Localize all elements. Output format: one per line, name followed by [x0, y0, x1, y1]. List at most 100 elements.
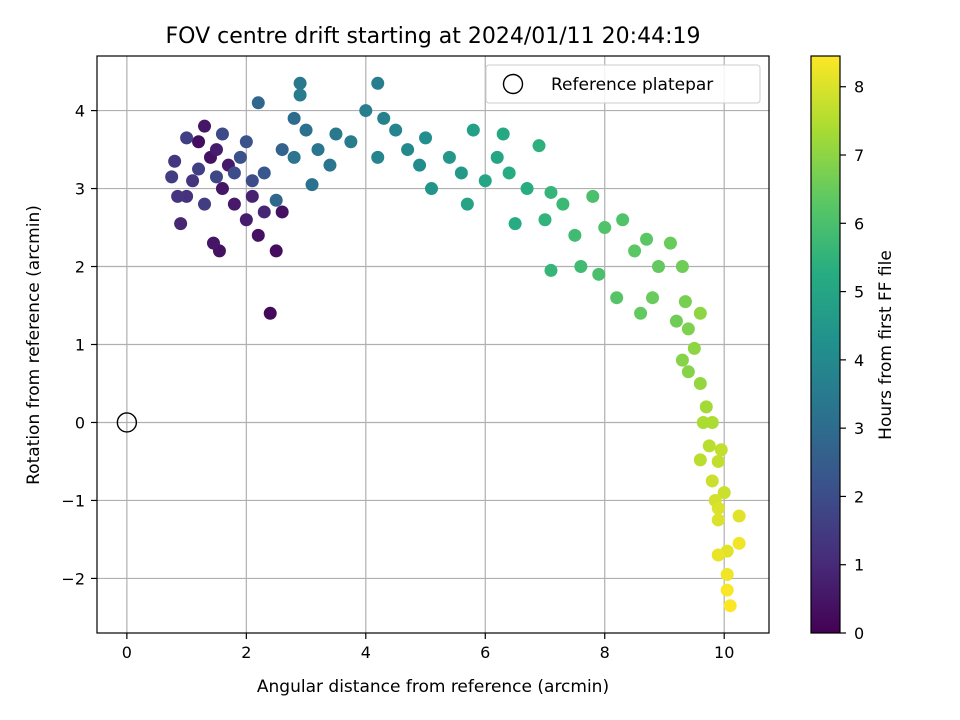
y-tick-label: 1: [75, 336, 85, 355]
x-axis-label: Angular distance from reference (arcmin): [257, 677, 609, 697]
y-tick-label: −2: [61, 569, 85, 588]
data-point: [269, 244, 283, 258]
data-point: [215, 127, 229, 141]
data-point: [711, 548, 725, 562]
data-point: [544, 263, 558, 277]
data-point: [669, 314, 683, 328]
data-point: [239, 213, 253, 227]
data-point: [538, 213, 552, 227]
colorbar-tick-label: 7: [854, 146, 864, 165]
colorbar-tick-label: 6: [854, 214, 864, 233]
data-point: [720, 583, 734, 597]
data-point: [460, 197, 474, 211]
data-point: [678, 295, 692, 309]
data-point: [502, 166, 516, 180]
data-point: [693, 306, 707, 320]
data-point: [634, 306, 648, 320]
colorbar-tick-label: 8: [854, 78, 864, 97]
data-point: [287, 150, 301, 164]
data-point: [180, 131, 194, 145]
legend-box: [485, 64, 761, 104]
data-point: [209, 143, 223, 157]
data-point: [711, 454, 725, 468]
data-point: [227, 166, 241, 180]
data-point: [389, 123, 403, 137]
colorbar-tick-label: 0: [854, 624, 864, 643]
data-point: [711, 501, 725, 515]
data-point: [681, 322, 695, 336]
data-point: [640, 232, 654, 246]
data-point: [693, 376, 707, 390]
data-point: [425, 182, 439, 196]
colorbar-gradient: [810, 55, 841, 634]
data-point: [714, 443, 728, 457]
legend-marker: [502, 73, 524, 95]
data-point: [239, 135, 253, 149]
data-point: [257, 166, 271, 180]
data-point: [720, 568, 734, 582]
data-point: [681, 365, 695, 379]
data-point: [344, 135, 358, 149]
colorbar-tick-label: 5: [854, 283, 864, 302]
data-point: [257, 205, 271, 219]
colorbar-label: Hours from first FF file: [876, 250, 896, 440]
data-point: [377, 111, 391, 125]
data-point: [293, 76, 307, 90]
data-point: [478, 174, 492, 188]
data-point: [311, 143, 325, 157]
data-point: [371, 76, 385, 90]
data-point: [287, 111, 301, 125]
data-point: [269, 193, 283, 207]
colorbar-tick-label: 3: [854, 419, 864, 438]
colorbar-ticks: 0 1 2 3 4 5 6 7 8: [840, 78, 864, 643]
data-point: [490, 150, 504, 164]
data-point: [687, 341, 701, 355]
data-point: [323, 158, 337, 172]
data-point: [305, 178, 319, 192]
data-point: [275, 143, 289, 157]
data-point: [586, 189, 600, 203]
x-tick-label: 8: [600, 643, 610, 662]
data-point: [574, 260, 588, 274]
data-point: [651, 260, 665, 274]
axis-ticks: 0 2 4 6 8 10 −2 −1 0 1 2 3 4: [61, 102, 734, 662]
data-points: [165, 76, 746, 613]
data-point: [359, 104, 373, 118]
data-point: [171, 189, 185, 203]
data-point: [186, 174, 200, 188]
data-point: [466, 123, 480, 137]
data-point: [544, 185, 558, 199]
data-point: [723, 599, 737, 613]
data-point: [693, 453, 707, 467]
data-point: [168, 154, 182, 168]
data-point: [628, 244, 642, 258]
data-point: [245, 174, 259, 188]
reference-marker: [116, 412, 138, 433]
data-point: [275, 205, 289, 219]
colorbar-tick-label: 1: [854, 556, 864, 575]
data-point: [209, 170, 223, 184]
data-point: [717, 486, 731, 500]
data-point: [556, 197, 570, 211]
data-point: [198, 119, 212, 133]
y-tick-label: −1: [61, 491, 85, 510]
data-point: [401, 143, 415, 157]
data-point: [702, 439, 716, 453]
y-axis-label: Rotation from reference (arcmin): [24, 205, 44, 485]
legend: Reference platepar: [485, 64, 761, 104]
data-point: [227, 197, 241, 211]
data-point: [675, 353, 689, 367]
x-tick-label: 2: [241, 643, 251, 662]
colorbar: 0 1 2 3 4 5 6 7 8 Hours from first FF file: [810, 55, 896, 643]
data-point: [442, 150, 456, 164]
data-point: [192, 162, 206, 176]
data-point: [699, 400, 713, 414]
data-point: [496, 127, 510, 141]
data-point: [610, 291, 624, 305]
data-point: [646, 291, 660, 305]
grid: [97, 56, 769, 633]
data-point: [329, 127, 343, 141]
data-point: [532, 139, 546, 153]
x-tick-label: 0: [122, 643, 132, 662]
